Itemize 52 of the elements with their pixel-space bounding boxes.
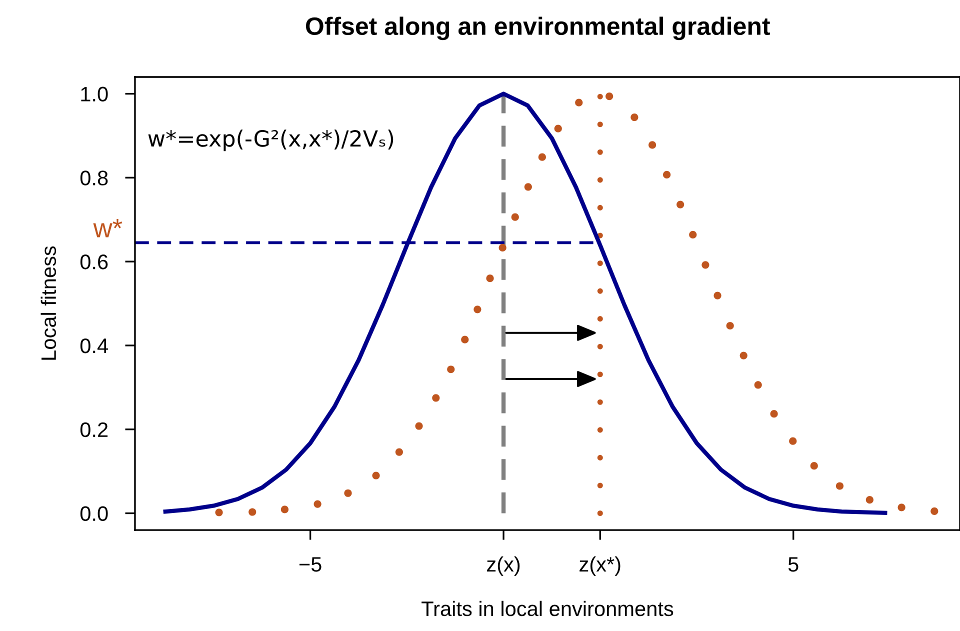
ref-line-label: w* bbox=[93, 219, 122, 238]
y-axis-title: Local fitness bbox=[40, 246, 56, 360]
point bbox=[810, 462, 818, 470]
point bbox=[770, 410, 778, 418]
point bbox=[280, 506, 289, 514]
point bbox=[432, 394, 440, 402]
point bbox=[630, 113, 638, 122]
point bbox=[662, 170, 671, 179]
point bbox=[606, 92, 614, 100]
point bbox=[836, 482, 844, 490]
point bbox=[740, 352, 748, 360]
point bbox=[689, 230, 697, 239]
point bbox=[486, 274, 494, 282]
point bbox=[314, 500, 322, 508]
y-tick-label: 0.0 bbox=[80, 506, 108, 522]
point bbox=[714, 292, 722, 300]
point bbox=[866, 496, 874, 504]
point bbox=[538, 153, 546, 161]
point bbox=[575, 98, 583, 106]
point bbox=[898, 504, 906, 512]
annotation: w*=exp(-G²(x,x*)/2Vₛ) bbox=[148, 130, 394, 152]
point bbox=[344, 489, 352, 497]
y-tick-label: 0.6 bbox=[80, 254, 108, 270]
point bbox=[930, 507, 938, 515]
x-tick-label: −5 bbox=[299, 557, 322, 572]
point bbox=[498, 244, 506, 252]
point bbox=[415, 422, 423, 430]
point bbox=[447, 366, 455, 374]
point bbox=[702, 261, 710, 269]
y-tick-label: 0.2 bbox=[80, 422, 108, 438]
x-tick-label: z(x*) bbox=[580, 556, 620, 576]
chart-title: Offset along an environmental gradient bbox=[306, 16, 770, 40]
point bbox=[474, 306, 482, 314]
point bbox=[248, 508, 256, 516]
point bbox=[789, 437, 797, 445]
point bbox=[754, 381, 762, 389]
y-tick-label: 1.0 bbox=[81, 86, 108, 102]
point bbox=[395, 448, 403, 456]
y-tick-label: 0.4 bbox=[80, 338, 108, 354]
point bbox=[524, 183, 532, 191]
point bbox=[215, 508, 223, 516]
point bbox=[676, 200, 684, 208]
y-tick-label: 0.8 bbox=[80, 170, 108, 186]
point bbox=[372, 472, 380, 480]
point bbox=[554, 124, 562, 132]
point bbox=[726, 322, 734, 330]
x-axis-title: Traits in local environments bbox=[422, 600, 674, 616]
point bbox=[461, 336, 469, 344]
point bbox=[511, 213, 519, 221]
point bbox=[648, 141, 656, 149]
x-tick-label: z(x) bbox=[487, 556, 520, 576]
x-tick-label: 5 bbox=[788, 557, 798, 572]
